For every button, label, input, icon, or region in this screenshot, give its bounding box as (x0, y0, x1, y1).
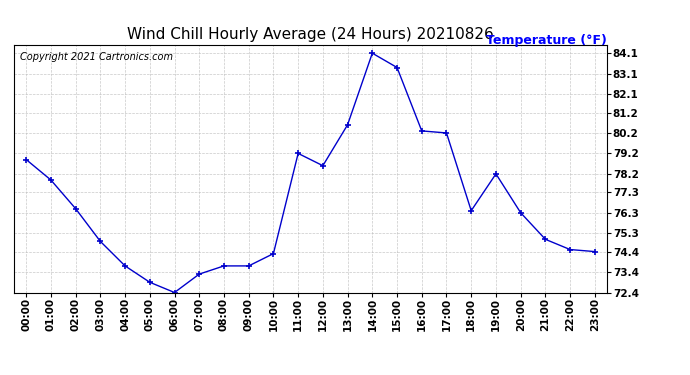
Text: Temperature (°F): Temperature (°F) (486, 34, 607, 47)
Text: Copyright 2021 Cartronics.com: Copyright 2021 Cartronics.com (20, 53, 172, 62)
Title: Wind Chill Hourly Average (24 Hours) 20210826: Wind Chill Hourly Average (24 Hours) 202… (127, 27, 494, 42)
